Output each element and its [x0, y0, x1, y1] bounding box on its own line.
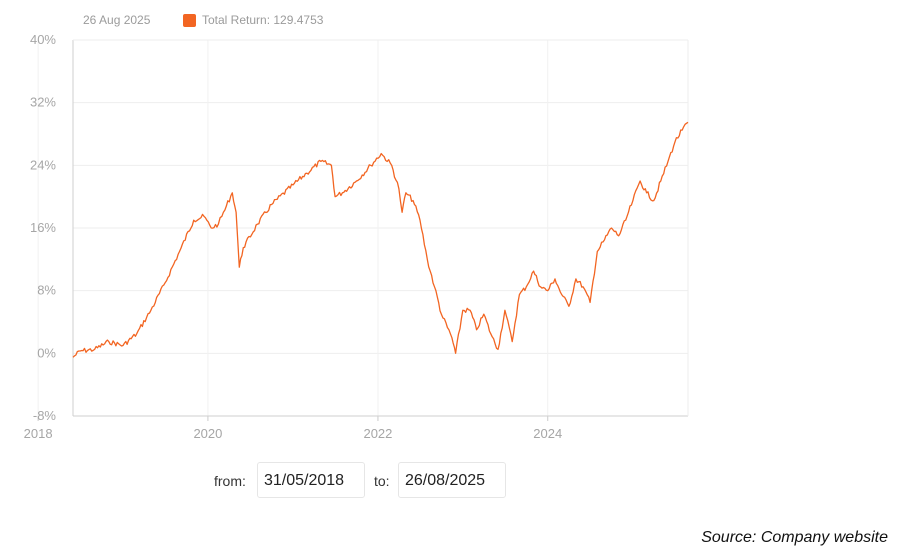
- x-tick-label: 2024: [533, 426, 562, 441]
- y-tick-label: 8%: [37, 283, 56, 298]
- from-date-field[interactable]: 31/05/2018: [257, 462, 365, 498]
- hover-date: 26 Aug 2025: [83, 13, 151, 27]
- x-tick-label: 2020: [193, 426, 222, 441]
- grid: [37, 39, 688, 416]
- from-label: from:: [214, 473, 246, 489]
- x-tick-label: 2022: [363, 426, 392, 441]
- total-return-chart: 40% 32% 24% 16% 8% 0% -8% 2018 2020 2022 2024: [24, 32, 689, 441]
- axes: [37, 39, 689, 421]
- x-tick-label: 2018: [24, 426, 53, 441]
- legend-swatch-icon: [183, 13, 196, 27]
- y-tick-label: -8%: [33, 408, 57, 423]
- y-tick-label: 24%: [30, 157, 56, 172]
- to-label: to:: [374, 473, 390, 489]
- source-note: Source: Company website: [701, 529, 888, 546]
- y-tick-label: 40%: [30, 32, 56, 47]
- to-date-field[interactable]: 26/08/2025: [398, 462, 506, 498]
- series-layer: [72, 121, 689, 358]
- y-tick-label: 32%: [30, 95, 56, 110]
- date-range: from: 31/05/2018 to: 26/08/2025: [0, 462, 900, 500]
- legend[interactable]: Total Return: 129.4753: [183, 13, 323, 27]
- total-return-line[interactable]: [72, 121, 689, 358]
- y-tick-label: 0%: [37, 345, 56, 360]
- tick-labels: 40% 32% 24% 16% 8% 0% -8% 2018 2020 2022 2024: [24, 32, 563, 441]
- y-tick-label: 16%: [30, 220, 56, 235]
- legend-label: Total Return: 129.4753: [202, 13, 324, 27]
